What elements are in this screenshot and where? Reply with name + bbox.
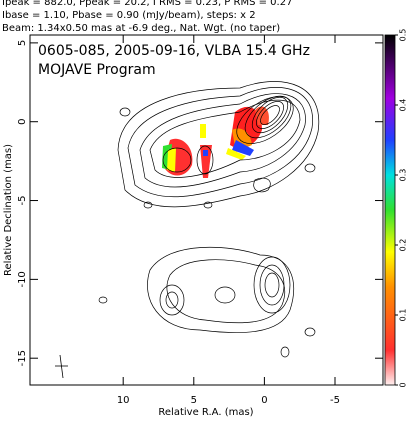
- colorbar-tick-label: 0: [399, 382, 408, 387]
- colorbar-tick-label: 0.1: [399, 309, 408, 322]
- y-tick-label: -15: [17, 350, 28, 366]
- y-tick-label: 0: [17, 119, 28, 125]
- y-tick-label: -5: [17, 196, 28, 206]
- colorbar-tick-label: 0.5: [399, 29, 408, 42]
- chart-title: 0605-085, 2005-09-16, VLBA 15.4 GHz: [38, 43, 310, 59]
- x-axis-label: Relative R.A. (mas): [158, 407, 253, 418]
- y-axis-label: Relative Declination (mas): [3, 144, 14, 276]
- chart-subtitle: MOJAVE Program: [38, 62, 156, 78]
- plot-frame: [29, 34, 384, 386]
- header-line: Ipeak = 882.0, Ppeak = 20.2, I RMS = 0.2…: [2, 0, 292, 8]
- colorbar: [384, 34, 396, 386]
- y-tick-label: -10: [17, 271, 28, 287]
- x-tick-label: 5: [191, 395, 197, 406]
- beam: [55, 354, 68, 379]
- colorbar-tick-label: 0.4: [399, 99, 408, 112]
- x-tick-label: 0: [261, 395, 267, 406]
- x-tick-label: 10: [117, 395, 130, 406]
- x-tick-label: -5: [330, 395, 340, 406]
- y-tick-label: 5: [17, 40, 28, 46]
- header-line: Ibase = 1.10, Pbase = 0.90 (mJy/beam), s…: [2, 10, 256, 21]
- colorbar-tick-label: 0.3: [399, 169, 408, 182]
- colorbar-tick-label: 0.2: [399, 239, 408, 252]
- contours: [98, 81, 320, 358]
- header-line: Beam: 1.34x0.50 mas at -6.9 deg., Nat. W…: [2, 23, 280, 34]
